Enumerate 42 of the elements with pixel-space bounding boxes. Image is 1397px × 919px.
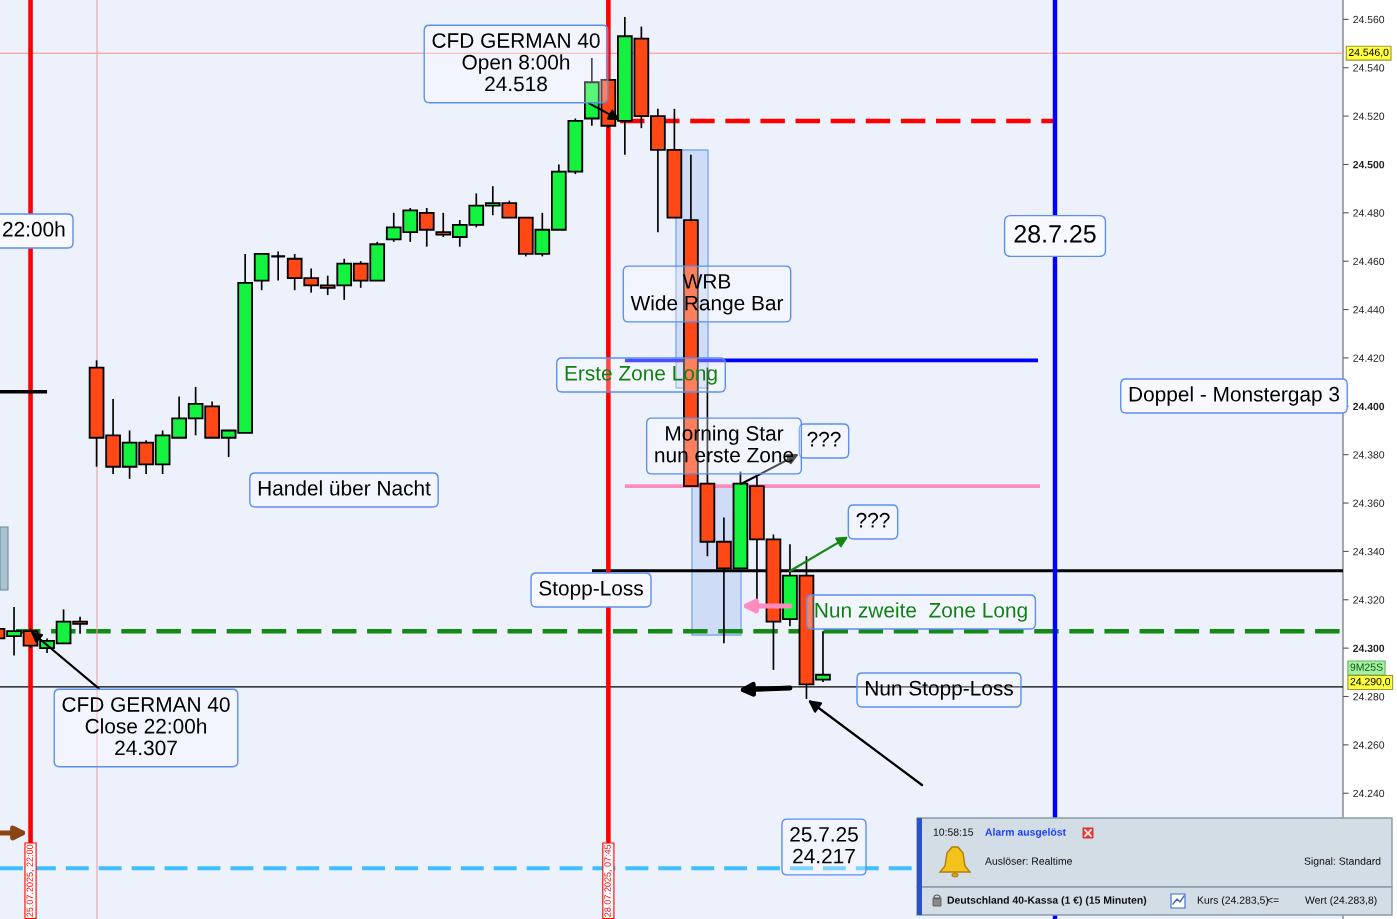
y-tick-label: 24.320	[1353, 596, 1385, 604]
y-tick-label: 24.380	[1353, 451, 1385, 459]
annotation: 10:58:15	[933, 828, 974, 836]
y-tick-label: 24.360	[1353, 499, 1385, 507]
annotation: ???	[807, 431, 841, 447]
y-tick-label: 24.280	[1353, 693, 1385, 701]
annotation: Deutschland 40-Kassa (1 €) (15 Minuten)	[947, 896, 1147, 906]
annotation: Kurs (24.283,5)	[1197, 896, 1269, 906]
annotation: 25.7.25 24.217	[790, 827, 858, 864]
y-tick-label: 24.300	[1353, 644, 1385, 653]
y-tick-label: 24.480	[1353, 209, 1385, 217]
annotation: Nun Stopp-Loss	[866, 680, 1013, 700]
y-tick-label: 24.440	[1353, 306, 1385, 314]
y-tick-label: 24.240	[1353, 789, 1385, 798]
annotation: Nun zweite Zone Long	[815, 602, 1027, 622]
annotation: 28.7.25	[1014, 225, 1096, 243]
y-tick-label: 24.500	[1353, 160, 1385, 169]
annotation: <=	[1267, 897, 1279, 903]
ref-line-label: 24.546,0	[1348, 48, 1389, 58]
annotation: Signal: Standard	[1304, 857, 1381, 867]
y-tick-label: 24.460	[1353, 257, 1385, 266]
annotation: Doppel - Monstergap 3	[1129, 386, 1340, 406]
annotation: CFD GERMAN 40 Open 8:00h 24.518	[432, 33, 600, 92]
text: 9M25S	[1350, 663, 1383, 671]
annotation: Handel über Nacht	[258, 480, 431, 496]
y-tick-label: 24.260	[1353, 741, 1385, 749]
annotation: Alarm ausgelöst	[985, 828, 1066, 838]
annotation: Wert (24.283,8)	[1305, 896, 1377, 906]
y-tick-label: 24.340	[1353, 547, 1385, 556]
y-tick-label: 24.520	[1353, 112, 1385, 120]
annotation: 22:00h	[3, 221, 65, 237]
y-tick-label: 24.560	[1353, 15, 1385, 24]
x-tick-label: 28.07.2025, 07:45	[604, 844, 612, 917]
annotation: Stopp-Loss	[539, 580, 643, 600]
y-tick-label: 24.540	[1353, 64, 1385, 72]
annotation: ???	[856, 512, 890, 528]
text: 24.290,0	[1350, 677, 1391, 687]
annotation: CFD GERMAN 40 Close 22:00h 24.307	[62, 697, 230, 756]
y-tick-label: 24.400	[1353, 402, 1385, 411]
x-tick-label: 25.07.2025, 22:00	[26, 844, 35, 917]
annotation: Auslöser: Realtime	[985, 857, 1072, 865]
y-tick-label: 24.420	[1353, 354, 1385, 362]
